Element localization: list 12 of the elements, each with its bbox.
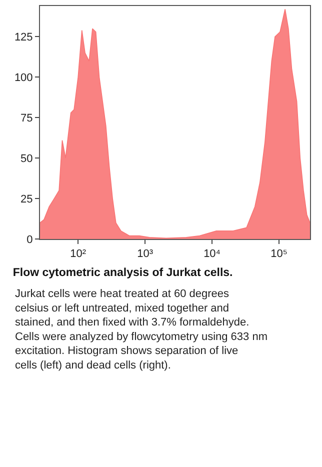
- y-tick-label: 125: [14, 32, 33, 44]
- y-tick-label: 100: [14, 72, 33, 84]
- y-tick-label: 75: [20, 112, 33, 124]
- x-tick-label: 10³: [137, 248, 154, 260]
- x-tick-label: 10²: [70, 248, 86, 260]
- y-tick-label: 0: [26, 234, 33, 246]
- y-tick-label: 50: [20, 152, 33, 165]
- x-tick-label: 10⁵: [270, 248, 288, 260]
- text: Jurkat cells were heat treated at 60 degrees celsius or left untreated, mixed together and stained, and then fixed with 3.7% formaldehyde. Cells were analyzed by flowcytometry using 633 nm excitation. Histogram shows separation of live cells (left) and dead cells (right).: [15, 288, 268, 372]
- text: Flow cytometric analysis of Jurkat cells.: [12, 267, 233, 280]
- y-tick-label: 25: [20, 193, 33, 206]
- x-tick-label: 10⁴: [204, 248, 221, 260]
